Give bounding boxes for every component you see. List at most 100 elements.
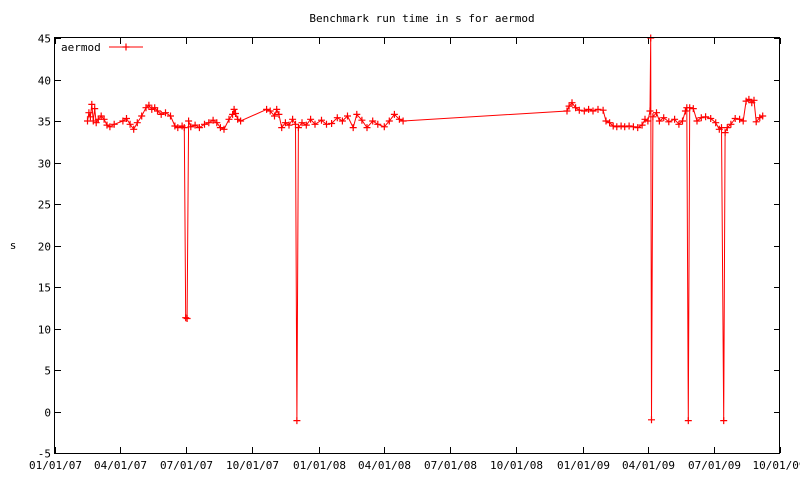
data-point-aermod: [617, 122, 625, 130]
data-point-aermod: [281, 119, 289, 127]
legend-label: aermod: [61, 41, 101, 54]
y-tick-label: 35: [38, 116, 51, 129]
data-point-aermod: [278, 124, 286, 132]
data-point-aermod: [563, 107, 571, 115]
data-point-aermod: [162, 109, 169, 117]
data-point-aermod: [209, 116, 217, 124]
y-tick-label: -5: [38, 448, 51, 461]
data-point-aermod: [684, 417, 692, 425]
data-point-aermod: [230, 105, 238, 113]
data-point-aermod: [182, 314, 190, 322]
x-tick-label: 04/01/09: [622, 459, 675, 472]
data-point-aermod: [119, 117, 127, 125]
data-point-aermod: [195, 124, 203, 132]
x-tick-label: 07/01/08: [424, 459, 477, 472]
data-point-aermod: [154, 107, 161, 115]
data-point-aermod: [85, 109, 93, 117]
data-point-aermod: [721, 129, 729, 137]
data-point-aermod: [369, 117, 377, 125]
data-point-aermod: [589, 107, 597, 115]
data-point-aermod: [311, 120, 319, 128]
data-point-aermod: [723, 124, 731, 132]
data-point-aermod: [739, 117, 747, 125]
data-point-aermod: [665, 118, 673, 126]
data-point-aermod: [289, 115, 297, 123]
y-tick-label: 20: [38, 241, 51, 254]
data-point-aermod: [91, 105, 99, 113]
data-point-aermod: [266, 107, 274, 115]
data-point-aermod: [671, 115, 679, 123]
data-point-aermod: [187, 123, 195, 131]
data-point-aermod: [609, 122, 617, 130]
data-point-aermod: [185, 117, 193, 125]
data-point-aermod: [106, 123, 114, 131]
data-point-aermod: [649, 113, 657, 121]
data-point-aermod: [572, 104, 580, 112]
data-point-aermod: [613, 123, 621, 131]
x-tick-label: 10/01/08: [490, 459, 543, 472]
data-point-aermod: [644, 117, 652, 125]
data-point-aermod: [686, 104, 694, 112]
data-point-aermod: [220, 125, 228, 133]
data-point-aermod: [298, 119, 306, 127]
data-point-aermod: [275, 110, 283, 118]
data-point-aermod: [318, 116, 325, 124]
data-point-aermod: [123, 115, 130, 122]
data-point-aermod: [374, 120, 382, 128]
data-point-aermod: [606, 119, 614, 127]
data-point-aermod: [727, 120, 735, 128]
y-tick-label: 25: [38, 199, 51, 212]
chart-title: Benchmark run time in s for aermod: [309, 12, 534, 25]
data-point-aermod: [353, 110, 361, 118]
data-point-aermod: [110, 120, 118, 128]
data-point-aermod: [294, 124, 302, 132]
data-point-aermod: [750, 96, 758, 104]
data-point-aermod: [145, 101, 153, 109]
y-tick-label: 10: [38, 324, 51, 337]
data-point-aermod: [594, 105, 602, 113]
y-tick-label: 0: [44, 407, 51, 420]
data-point-aermod: [720, 417, 728, 425]
data-point-aermod: [385, 117, 393, 125]
data-point-aermod: [712, 119, 720, 127]
x-tick-label: 07/01/07: [160, 459, 213, 472]
data-point-aermod: [702, 113, 710, 121]
data-point-aermod: [585, 105, 593, 113]
y-tick-label: 5: [44, 365, 51, 378]
data-point-aermod: [689, 105, 697, 113]
data-point-aermod: [293, 417, 301, 425]
data-point-aermod: [697, 114, 705, 122]
data-point-aermod: [183, 315, 191, 322]
data-point-aermod: [380, 123, 388, 131]
y-tick-label: 40: [38, 75, 51, 88]
data-point-aermod: [625, 122, 633, 130]
data-point-aermod: [655, 117, 663, 125]
data-point-aermod: [216, 124, 224, 132]
data-point-aermod: [126, 120, 134, 128]
data-point-aermod: [133, 119, 141, 127]
data-point-aermod: [213, 119, 221, 127]
data-point-aermod: [333, 114, 341, 122]
data-point-aermod: [580, 107, 588, 115]
data-point-aermod: [86, 113, 94, 121]
data-point-aermod: [191, 121, 199, 129]
data-point-aermod: [693, 117, 701, 125]
series-layer: [84, 34, 767, 425]
data-point-aermod: [399, 117, 407, 125]
data-point-aermod: [675, 120, 683, 128]
y-axis-label: s: [10, 239, 17, 252]
data-point-aermod: [130, 125, 138, 133]
data-point-aermod: [660, 114, 668, 122]
data-point-aermod: [599, 106, 607, 114]
data-point-aermod: [174, 124, 182, 132]
data-point-aermod: [167, 112, 174, 120]
x-axis-ticks: 01/01/07 04/01/07 07/01/07 10/01/07 01/01/08…: [29, 38, 800, 472]
data-point-aermod: [602, 117, 610, 125]
data-point-aermod: [395, 115, 403, 123]
data-point-aermod: [653, 109, 660, 117]
x-tick-label: 07/01/09: [688, 459, 741, 472]
data-point-aermod: [358, 116, 366, 124]
data-point-aermod: [646, 107, 654, 115]
data-point-aermod: [629, 123, 637, 131]
